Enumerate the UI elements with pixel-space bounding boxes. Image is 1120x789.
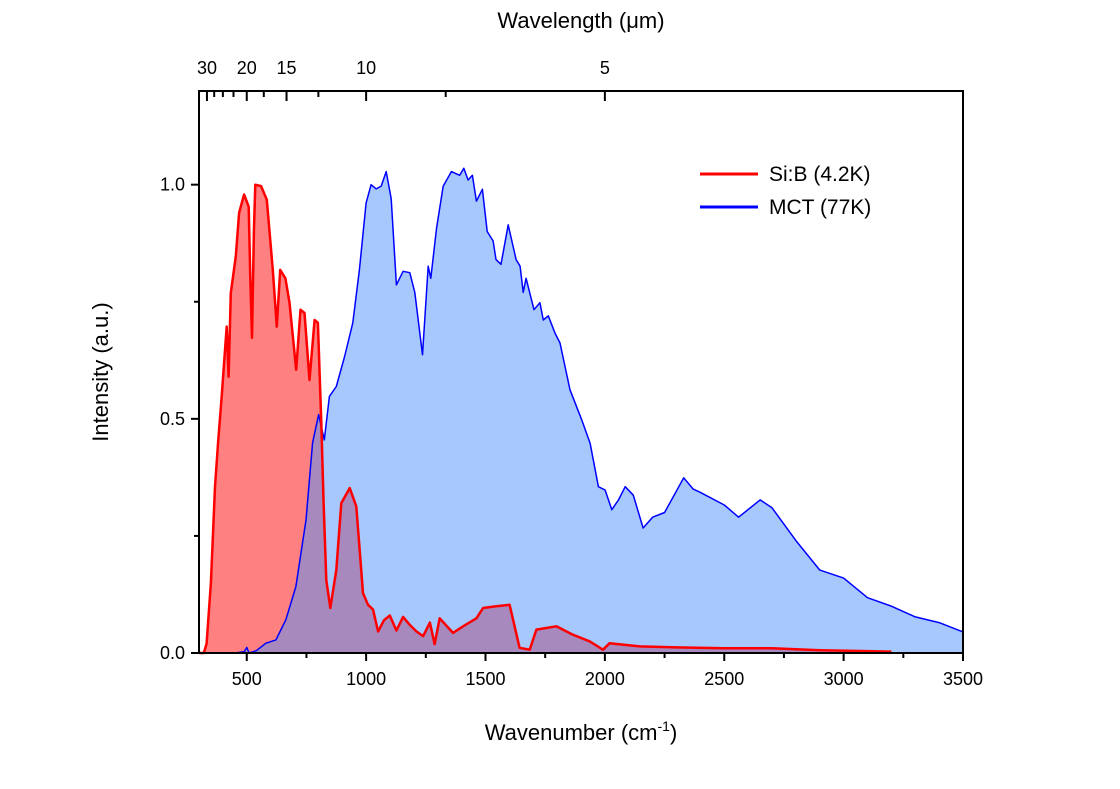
top-tick-label: 30 — [197, 58, 217, 78]
x-tick-label: 2500 — [704, 669, 744, 689]
top-tick-label: 10 — [356, 58, 376, 78]
x-axis-title-text: Wavenumber (cm — [485, 720, 658, 745]
x-tick-label: 1500 — [465, 669, 505, 689]
y-axis-title: Intensity (a.u.) — [88, 302, 113, 441]
sib-area-fill — [199, 184, 892, 653]
x-tick-label: 500 — [232, 669, 262, 689]
x-tick-label: 2000 — [585, 669, 625, 689]
y-tick-label: 1.0 — [160, 175, 185, 195]
area-fills — [199, 168, 963, 654]
legend-label-mct: MCT (77K) — [769, 196, 871, 219]
legend: Si:B (4.2K) MCT (77K) — [700, 163, 871, 219]
series-lines — [199, 167, 964, 655]
plot-frame — [198, 90, 964, 654]
x-axis-title: Wavenumber (cm-1) — [485, 718, 678, 745]
mct-area-fill — [199, 168, 963, 654]
x-axis-title-close: ) — [670, 720, 677, 745]
top-tick-label: 5 — [600, 58, 610, 78]
mct-line — [199, 167, 964, 654]
top-tick-label: 20 — [237, 58, 257, 78]
top-axis-title: Wavelength (μm) — [497, 8, 664, 33]
y-tick-label: 0.5 — [160, 409, 185, 429]
y-tick-label: 0.0 — [160, 643, 185, 663]
axis-ticks: 500 1000 1500 2000 2500 3000 3500 0.0 0.5 1.0 30 20… — [160, 58, 983, 689]
top-tick-label: 15 — [277, 58, 297, 78]
sib-line — [199, 183, 892, 655]
legend-label-sib: Si:B (4.2K) — [769, 163, 871, 186]
x-tick-label: 3500 — [943, 669, 983, 689]
x-tick-label: 1000 — [346, 669, 386, 689]
x-axis-title-superscript: -1 — [658, 718, 671, 734]
x-tick-label: 3000 — [824, 669, 864, 689]
